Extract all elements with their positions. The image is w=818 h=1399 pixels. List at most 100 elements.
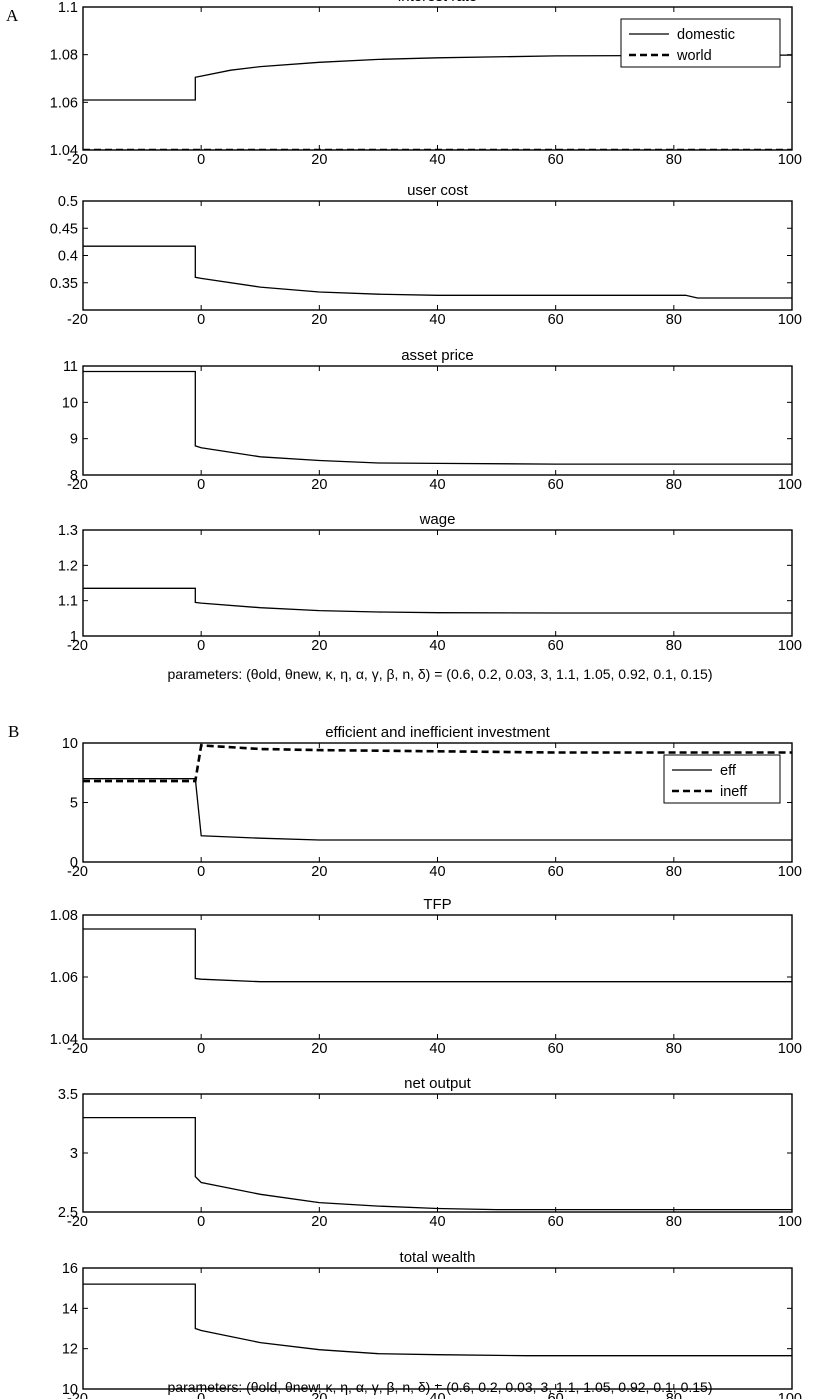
chart-title: wage bbox=[419, 511, 456, 528]
series-line-ineff bbox=[83, 744, 792, 783]
series-line-series-1 bbox=[83, 1283, 792, 1357]
series-line-series-1 bbox=[83, 587, 792, 614]
y-tick-label: 1.1 bbox=[58, 594, 78, 610]
legend-label-eff: eff bbox=[720, 763, 737, 779]
y-tick-label: 10 bbox=[62, 736, 78, 752]
x-tick-label: 60 bbox=[548, 312, 564, 328]
legend-label-domestic: domestic bbox=[677, 27, 735, 43]
chart-title: interest rate bbox=[398, 0, 477, 5]
chart-title: user cost bbox=[407, 182, 469, 199]
y-tick-label: 1.08 bbox=[50, 908, 78, 924]
panel-letter-a: A bbox=[6, 6, 19, 25]
y-tick-label: 3 bbox=[70, 1146, 78, 1162]
x-tick-label: 80 bbox=[666, 1041, 682, 1057]
y-tick-label: 0.5 bbox=[58, 194, 78, 210]
series-line-series-1 bbox=[83, 370, 792, 465]
chart-title: efficient and inefficient investment bbox=[325, 724, 550, 741]
parameters-caption-a: parameters: (θold, θnew, κ, η, α, γ, β, … bbox=[168, 666, 713, 682]
x-tick-label: 0 bbox=[197, 864, 205, 880]
legend-label-ineff: ineff bbox=[720, 784, 748, 800]
x-tick-label: 20 bbox=[311, 152, 327, 168]
x-tick-label: 0 bbox=[197, 1214, 205, 1230]
x-tick-label: -20 bbox=[67, 477, 88, 493]
y-tick-label: 1.04 bbox=[50, 143, 78, 159]
x-tick-label: 0 bbox=[197, 1041, 205, 1057]
x-tick-label: 20 bbox=[311, 1391, 327, 1399]
parameters-caption-b: parameters: (θold, θnew, κ, η, α, γ, β, … bbox=[168, 1379, 713, 1395]
plot-frame bbox=[82, 365, 793, 476]
x-tick-label: 40 bbox=[429, 477, 445, 493]
x-tick-label: -20 bbox=[67, 1214, 88, 1230]
series-line-series-1 bbox=[83, 245, 792, 299]
chart-6: TFP -20 0 20 40 60 80 100 1.04 1.06 1.08 bbox=[50, 896, 802, 1057]
x-tick-label: 40 bbox=[429, 1041, 445, 1057]
x-tick-label: 80 bbox=[666, 638, 682, 654]
chart-7: net output -20 0 20 40 60 80 100 2.5 3 3.5 bbox=[58, 1075, 802, 1230]
x-tick-label: 100 bbox=[778, 1391, 802, 1399]
y-tick-label: 1.2 bbox=[58, 558, 78, 574]
plot-frame bbox=[82, 200, 793, 311]
x-tick-label: -20 bbox=[67, 864, 88, 880]
x-tick-label: 100 bbox=[778, 312, 802, 328]
y-tick-label: 1.04 bbox=[50, 1032, 78, 1048]
chart-title: TFP bbox=[423, 896, 451, 913]
x-tick-label: 40 bbox=[429, 864, 445, 880]
chart-4: wage -20 0 20 40 60 80 100 1 1.1 1.2 1.3 bbox=[58, 511, 802, 654]
x-tick-label: 60 bbox=[548, 864, 564, 880]
x-tick-label: 0 bbox=[197, 152, 205, 168]
y-tick-label: 0.45 bbox=[50, 221, 78, 237]
chart-1: interest rate -20 0 20 40 60 80 100 1.04 1.06 1.08… bbox=[50, 0, 802, 168]
x-tick-label: 80 bbox=[666, 1214, 682, 1230]
x-tick-label: 80 bbox=[666, 1391, 682, 1399]
x-tick-label: 60 bbox=[548, 1041, 564, 1057]
x-tick-label: 40 bbox=[429, 152, 445, 168]
y-tick-label: 16 bbox=[62, 1261, 78, 1277]
y-tick-label: 1.08 bbox=[50, 48, 78, 64]
y-tick-label: 1.3 bbox=[58, 523, 78, 539]
x-tick-label: 20 bbox=[311, 864, 327, 880]
x-tick-label: -20 bbox=[67, 1041, 88, 1057]
x-tick-label: -20 bbox=[67, 152, 88, 168]
chart-8: total wealth -20 0 20 40 60 80 100 10 12 14 16 bbox=[62, 1249, 802, 1399]
x-tick-label: 100 bbox=[778, 638, 802, 654]
x-tick-label: 20 bbox=[311, 1041, 327, 1057]
chart-3: asset price -20 0 20 40 60 80 100 8 9 10 11 bbox=[62, 347, 802, 493]
chart-title: asset price bbox=[401, 347, 474, 364]
x-tick-label: 80 bbox=[666, 864, 682, 880]
y-tick-label: 0 bbox=[70, 855, 78, 871]
x-tick-label: 20 bbox=[311, 477, 327, 493]
x-tick-label: 60 bbox=[548, 152, 564, 168]
x-tick-label: -20 bbox=[67, 1391, 88, 1399]
x-tick-label: 60 bbox=[548, 638, 564, 654]
x-tick-label: 60 bbox=[548, 477, 564, 493]
x-tick-label: 100 bbox=[778, 477, 802, 493]
x-tick-label: 40 bbox=[429, 1391, 445, 1399]
x-tick-label: 60 bbox=[548, 1214, 564, 1230]
x-tick-label: 100 bbox=[778, 864, 802, 880]
plot-frame bbox=[82, 914, 793, 1040]
y-tick-label: 8 bbox=[70, 468, 78, 484]
charts-layer: interest rate-200204060801001.041.061.08… bbox=[50, 0, 802, 1399]
x-tick-label: 40 bbox=[429, 1214, 445, 1230]
legend-box bbox=[620, 18, 781, 68]
y-tick-label: 1.1 bbox=[58, 0, 78, 16]
x-tick-label: 0 bbox=[197, 638, 205, 654]
chart-title: total wealth bbox=[400, 1249, 476, 1266]
x-tick-label: 40 bbox=[429, 312, 445, 328]
y-tick-label: 2.5 bbox=[58, 1205, 78, 1221]
y-tick-label: 9 bbox=[70, 432, 78, 448]
y-tick-label: 10 bbox=[62, 1382, 78, 1398]
series-line-domestic bbox=[83, 54, 792, 101]
x-tick-label: 20 bbox=[311, 312, 327, 328]
series-line-series-1 bbox=[83, 1116, 792, 1211]
x-tick-label: 60 bbox=[548, 1391, 564, 1399]
legend-label-world: world bbox=[676, 48, 712, 64]
y-tick-label: 1 bbox=[70, 629, 78, 645]
y-tick-label: 10 bbox=[62, 395, 78, 411]
chart-5: efficient and inefficient investment-20 0… bbox=[62, 724, 802, 880]
chart-2: user cost -20 0 20 40 60 80 100 0.35 0.4 0.45 0.5 bbox=[50, 182, 802, 328]
x-tick-label: 0 bbox=[197, 312, 205, 328]
x-tick-label: -20 bbox=[67, 312, 88, 328]
x-tick-label: 40 bbox=[429, 638, 445, 654]
